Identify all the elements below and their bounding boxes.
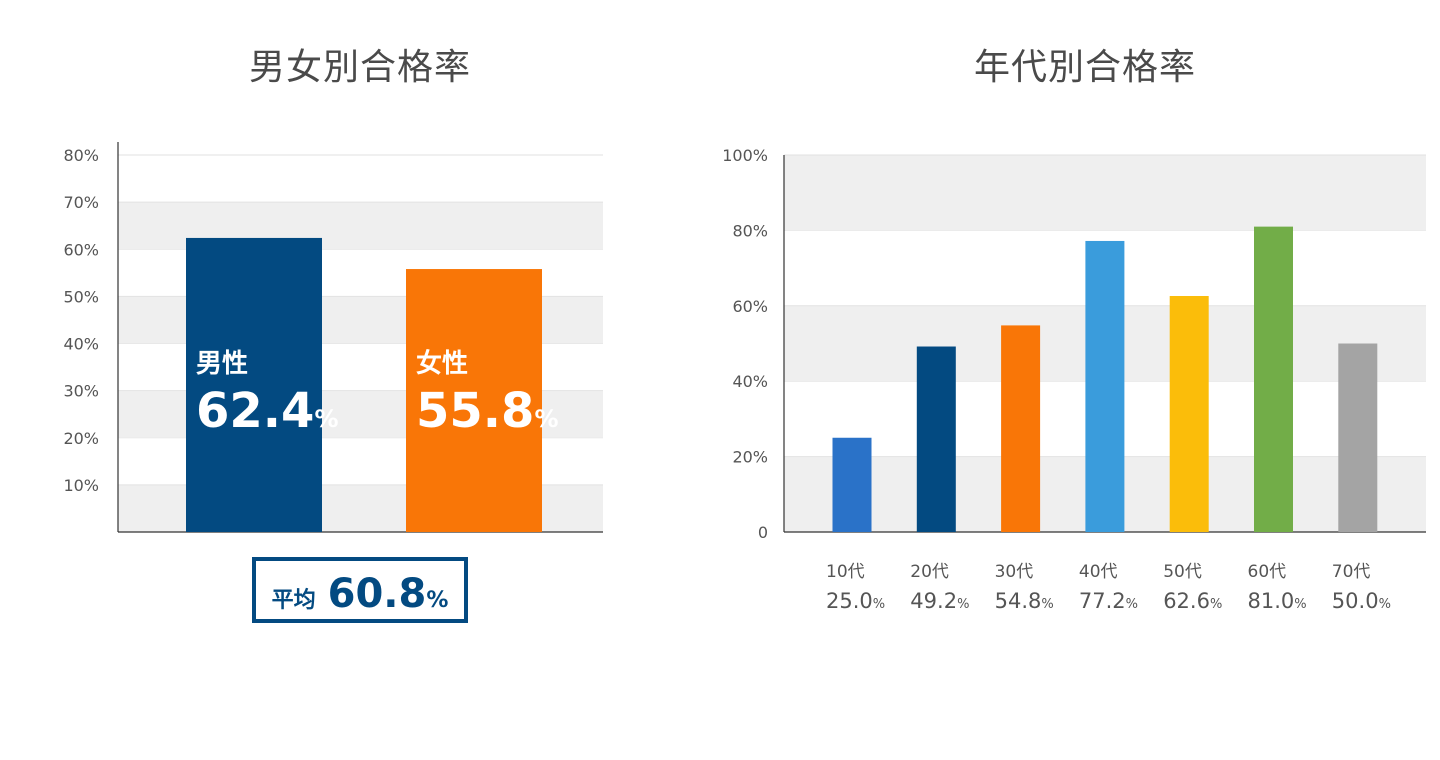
- y-tick-label: 70%: [63, 193, 99, 212]
- x-category-label: 70代: [1332, 562, 1371, 582]
- bar-value-label: 50.0%: [1332, 589, 1391, 613]
- y-tick-label: 80%: [732, 221, 768, 240]
- y-tick-label: 100%: [722, 146, 768, 165]
- y-tick-label: 60%: [732, 297, 768, 316]
- average-value: 60.8: [327, 571, 427, 617]
- average-label: 平均: [271, 588, 316, 613]
- bar-value-label: 55.8%: [416, 383, 558, 439]
- bar-value-label: 54.8%: [995, 589, 1054, 613]
- average-unit: %: [426, 588, 449, 613]
- y-tick-label: 40%: [732, 372, 768, 391]
- bar-female: [406, 269, 542, 532]
- y-tick-label: 80%: [63, 146, 99, 165]
- bar-30代: [1001, 325, 1041, 532]
- x-category-label: 40代: [1079, 562, 1118, 582]
- average-box: 平均 60.8 %: [252, 557, 468, 623]
- bar-10代: [832, 437, 872, 532]
- bar-category-label: 男性: [196, 349, 248, 379]
- bar-50代: [1169, 295, 1209, 532]
- y-tick-label: 20%: [63, 429, 99, 448]
- bar-20代: [916, 346, 956, 532]
- bar-60代: [1254, 226, 1293, 532]
- y-tick-label: 60%: [63, 240, 99, 259]
- x-category-label: 20代: [910, 562, 949, 582]
- bar-40代: [1085, 240, 1125, 532]
- bar-value-label: 62.6%: [1163, 589, 1222, 613]
- grid-band: [784, 155, 1426, 231]
- y-tick-label: 30%: [63, 382, 99, 401]
- x-category-label: 30代: [995, 562, 1034, 582]
- y-tick-label: 40%: [63, 335, 99, 354]
- bar-value-label: 49.2%: [910, 589, 969, 613]
- bar-value-label: 81.0%: [1248, 589, 1307, 613]
- y-tick-label: 20%: [732, 448, 768, 467]
- x-category-label: 60代: [1248, 562, 1287, 582]
- age-chart-title: 年代別合格率: [973, 47, 1196, 88]
- gender-chart-title: 男女別合格率: [248, 47, 471, 88]
- x-category-label: 10代: [826, 562, 865, 582]
- bar-value-label: 25.0%: [826, 589, 885, 613]
- x-category-label: 50代: [1163, 562, 1202, 582]
- bar-value-label: 62.4%: [196, 383, 338, 439]
- y-tick-label: 50%: [63, 287, 99, 306]
- y-tick-label: 10%: [63, 476, 99, 495]
- bar-value-label: 77.2%: [1079, 589, 1138, 613]
- bar-category-label: 女性: [416, 348, 468, 379]
- bar-male: [186, 237, 322, 532]
- bar-70代: [1338, 343, 1378, 532]
- y-tick-label: 0: [758, 523, 768, 542]
